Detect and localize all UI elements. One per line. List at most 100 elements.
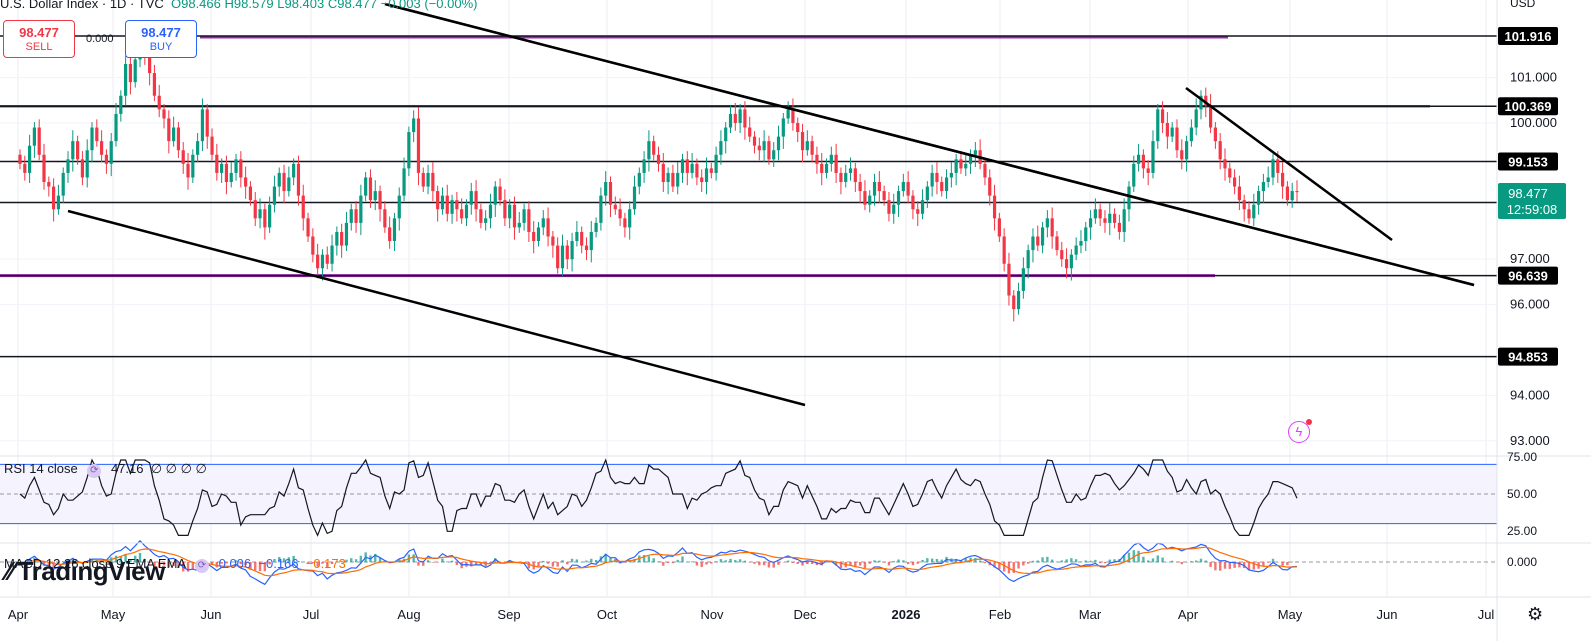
candle-body — [1204, 95, 1208, 105]
macd-histogram-bar — [316, 562, 319, 567]
candle-body — [349, 209, 353, 223]
candle-body — [690, 163, 694, 173]
macd-histogram-bar — [575, 559, 579, 563]
macd-histogram-bar — [1146, 560, 1150, 563]
sell-label: SELL — [25, 41, 53, 53]
candle-body — [517, 222, 521, 228]
candle-body — [700, 177, 704, 183]
candle-body — [1237, 186, 1241, 201]
gear-icon[interactable]: ⚙ — [1527, 604, 1544, 624]
candle-body — [368, 177, 373, 201]
candle-body — [282, 172, 286, 192]
candle-body — [656, 154, 661, 164]
candle-body — [1151, 141, 1155, 173]
candle-body — [440, 195, 445, 210]
macd-histogram-bar — [422, 562, 425, 566]
candle-body — [181, 150, 185, 164]
candle-body — [460, 209, 464, 219]
candle-body — [498, 186, 502, 201]
candle-body — [1122, 209, 1126, 232]
macd-histogram-bar — [594, 560, 598, 563]
candle-body — [124, 63, 128, 96]
candle-body — [1276, 159, 1280, 173]
macd-histogram-bar — [340, 560, 343, 563]
macd-histogram-bar — [1022, 562, 1025, 566]
macd-histogram-bar — [940, 559, 943, 563]
candle-body — [1007, 263, 1011, 296]
macd-histogram-bar — [1094, 559, 1097, 563]
macd-histogram-bar — [225, 562, 228, 564]
y-tick-label: 100.000 — [1510, 115, 1557, 130]
macd-histogram-bar — [28, 559, 31, 563]
candle-body — [1112, 213, 1117, 223]
lightning-icon[interactable]: ϟ — [1288, 419, 1312, 443]
macd-histogram-bar — [306, 562, 310, 563]
candle-body — [378, 191, 382, 210]
candle-body — [248, 186, 253, 201]
candle-body — [623, 218, 627, 228]
macd-histogram-bar — [1204, 560, 1207, 563]
candle-body — [1050, 218, 1054, 237]
candle-body — [863, 191, 867, 205]
candle-body — [877, 182, 881, 192]
macd-histogram-bar — [1055, 561, 1059, 563]
macd-histogram-bar — [1084, 560, 1087, 563]
macd-histogram-bar — [167, 562, 171, 568]
macd-histogram-bar — [263, 562, 267, 572]
trendline — [1185, 86, 1393, 242]
macd-histogram-bar — [321, 562, 324, 564]
candle-body — [940, 182, 944, 192]
macd-histogram-bar — [249, 562, 252, 570]
macd-histogram-bar — [1252, 562, 1255, 570]
macd-histogram-bar — [710, 562, 713, 564]
candle-body — [1295, 191, 1299, 193]
macd-title: MACD 12 26 close 9 EMA EMA — [4, 556, 186, 571]
macd-histogram-bar — [191, 562, 195, 570]
macd-histogram-bar — [762, 562, 766, 566]
candle-body — [560, 245, 565, 269]
candle-body — [1242, 200, 1246, 210]
candle-body — [704, 168, 709, 183]
candle-body — [1084, 227, 1088, 242]
candle-body — [800, 132, 805, 151]
macd-histogram-bar — [148, 562, 151, 563]
candle-body — [47, 182, 51, 187]
candle-body — [522, 209, 526, 223]
candle-body — [90, 127, 94, 151]
candle-body — [1261, 182, 1265, 192]
macd-histogram-bar — [633, 558, 636, 563]
price-labels: 101.916100.36999.15398.24896.63994.85398… — [1498, 27, 1566, 366]
candle-body — [1170, 127, 1174, 137]
level-price-box — [1498, 152, 1558, 171]
candle-body — [464, 204, 469, 219]
candle-body — [671, 172, 675, 187]
tradingview-logo[interactable]: ⁄⁄ TradingView — [6, 556, 165, 587]
macd-histogram-bar — [604, 553, 607, 563]
sell-button[interactable]: 98.477 SELL — [3, 20, 75, 58]
rsi-settings-icon[interactable]: ⟳ — [87, 464, 102, 478]
macd-histogram-bar — [335, 561, 339, 563]
candle-body — [1280, 172, 1285, 187]
macd-histogram-bar — [801, 562, 804, 566]
macd-histogram-bar — [186, 562, 190, 572]
candle-body — [1180, 150, 1184, 160]
symbol-title[interactable]: U.S. Dollar Index · 1D · TVC — [0, 0, 164, 11]
macd-histogram-bar — [124, 554, 127, 563]
rsi-legend: RSI 14 close ⟳ 47.16 ∅ ∅ ∅ ∅ — [4, 461, 207, 478]
macd-histogram-bar — [671, 562, 675, 564]
macd-histogram-bar — [354, 559, 358, 563]
macd-histogram-bar — [215, 562, 219, 568]
candle-body — [1136, 154, 1141, 164]
candle-body — [330, 245, 334, 264]
buy-button[interactable]: 98.477 BUY — [125, 20, 197, 58]
trendline-upper — [384, 2, 1475, 287]
candle-body — [911, 195, 915, 210]
macd-histogram-bar — [676, 559, 679, 563]
candle-body — [66, 159, 70, 173]
candle-body — [436, 191, 440, 210]
candle-body — [455, 200, 459, 210]
level-price-label: 96.639 — [1508, 269, 1548, 284]
macd-histogram-bar — [863, 562, 867, 569]
macd-settings-icon[interactable]: ⟳ — [194, 559, 209, 573]
